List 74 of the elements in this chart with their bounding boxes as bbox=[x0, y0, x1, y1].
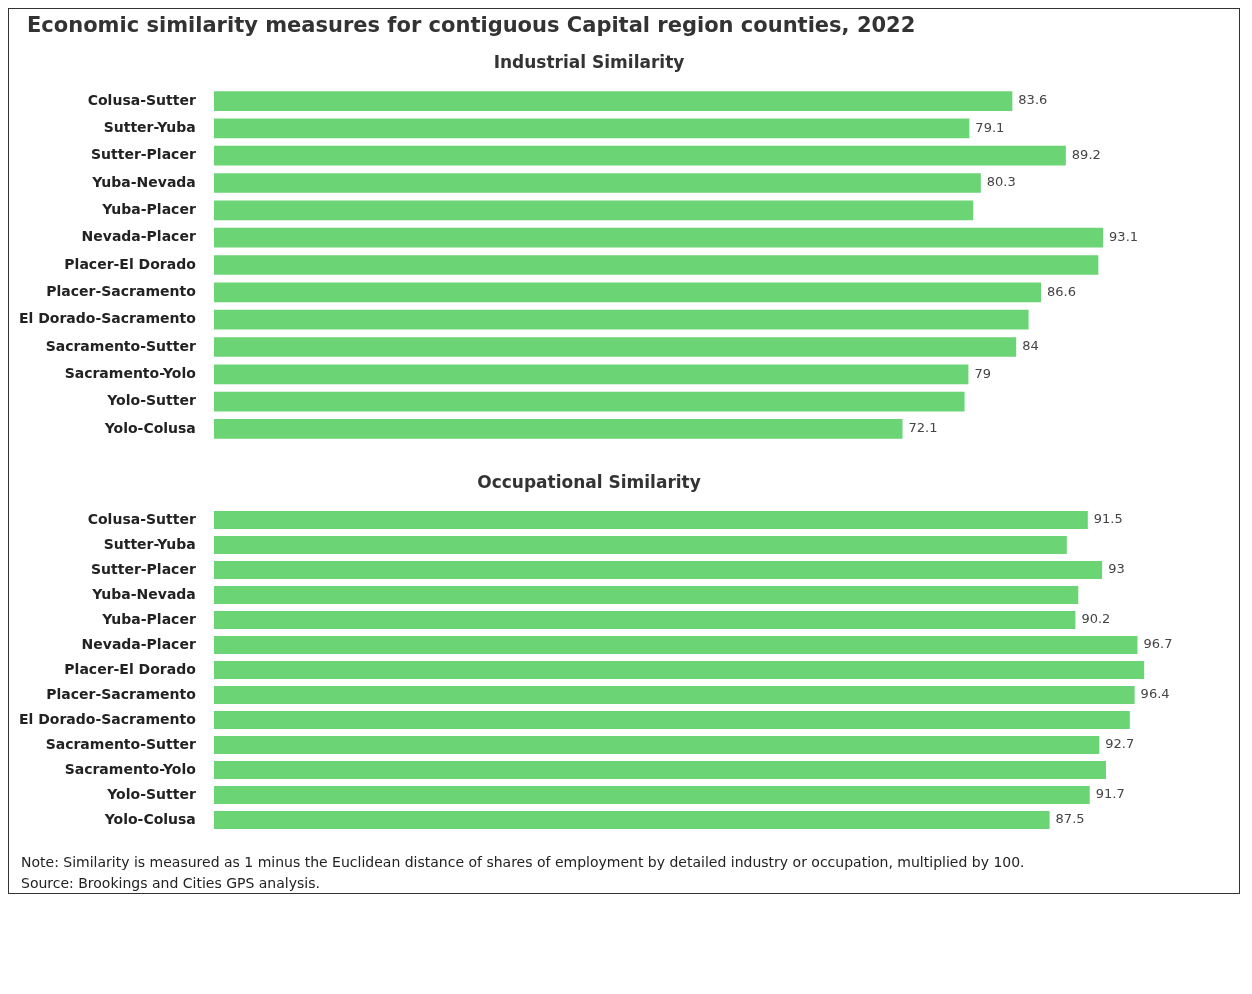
y-tick-label: Placer-El Dorado bbox=[64, 255, 197, 272]
source-note: Source: Brookings and Cities GPS analysis. bbox=[20, 874, 321, 893]
y-tick-label: Nevada-Placer bbox=[81, 635, 196, 652]
y-tick-label: Colusa-Sutter bbox=[87, 91, 196, 108]
y-tick-label: Sacramento-Sutter bbox=[45, 735, 196, 752]
y-tick-label: Sacramento-Yolo bbox=[64, 760, 197, 777]
bar bbox=[213, 786, 1090, 805]
y-tick-label: El Dorado-Sacramento bbox=[18, 310, 197, 327]
y-tick-label: Yuba-Placer bbox=[101, 610, 196, 627]
y-tick-label: Yuba-Nevada bbox=[91, 585, 196, 602]
bar bbox=[213, 364, 969, 385]
bar bbox=[213, 118, 970, 139]
chart-subtitle: Industrial Similarity bbox=[493, 51, 685, 72]
y-tick-label: Yolo-Sutter bbox=[106, 392, 196, 409]
y-tick-label: Nevada-Placer bbox=[81, 228, 196, 245]
data-label: 72.1 bbox=[908, 420, 938, 436]
bar bbox=[213, 811, 1050, 830]
y-tick-label: Sutter-Placer bbox=[90, 560, 196, 577]
bar bbox=[213, 585, 1079, 604]
y-tick-label: Placer-Sacramento bbox=[46, 685, 197, 702]
bar bbox=[213, 560, 1103, 579]
y-tick-label: Colusa-Sutter bbox=[87, 510, 196, 527]
y-tick-label: Yuba-Placer bbox=[101, 200, 196, 217]
data-label: 92.7 bbox=[1105, 736, 1135, 752]
y-tick-label: Sacramento-Yolo bbox=[64, 364, 197, 381]
bar bbox=[213, 145, 1066, 166]
data-label: 90.2 bbox=[1081, 611, 1111, 627]
bar bbox=[213, 686, 1135, 705]
data-label: 93.1 bbox=[1109, 229, 1139, 245]
data-label: 87.5 bbox=[1055, 811, 1085, 827]
bar bbox=[213, 91, 1013, 111]
data-label: 83.6 bbox=[1018, 92, 1048, 108]
y-tick-label: Yolo-Colusa bbox=[103, 810, 196, 827]
bar bbox=[213, 200, 974, 221]
data-label: 91.5 bbox=[1093, 511, 1123, 527]
bar bbox=[213, 227, 1104, 248]
bar bbox=[213, 282, 1042, 303]
y-tick-label: Yolo-Colusa bbox=[103, 419, 196, 436]
bar bbox=[213, 736, 1100, 755]
bar bbox=[213, 660, 1145, 680]
data-label: 96.7 bbox=[1143, 636, 1173, 652]
y-tick-label: Sacramento-Sutter bbox=[45, 337, 196, 354]
data-label: 93 bbox=[1108, 561, 1125, 577]
bar bbox=[213, 309, 1029, 330]
y-tick-label: Sutter-Placer bbox=[90, 146, 196, 163]
bar bbox=[213, 610, 1076, 629]
data-label: 80.3 bbox=[986, 174, 1016, 190]
y-tick-label: Sutter-Yuba bbox=[103, 535, 196, 552]
bar bbox=[213, 173, 981, 193]
bar bbox=[213, 711, 1130, 730]
y-tick-label: Sutter-Yuba bbox=[103, 119, 196, 136]
data-label: 86.6 bbox=[1047, 283, 1076, 299]
y-tick-label: Yolo-Sutter bbox=[106, 785, 196, 802]
bar bbox=[213, 419, 903, 439]
data-label: 84 bbox=[1022, 338, 1039, 354]
data-label: 79 bbox=[974, 365, 991, 381]
bar bbox=[213, 255, 1099, 275]
chart-title: Economic similarity measures for contiguous Capital region counties, 2022 bbox=[26, 12, 917, 39]
bar bbox=[213, 535, 1067, 554]
chart-title: Occupational Similarity bbox=[477, 471, 701, 492]
bar bbox=[213, 635, 1138, 654]
y-tick-label: El Dorado-Sacramento bbox=[18, 710, 197, 727]
y-tick-label: Placer-Sacramento bbox=[46, 282, 197, 299]
bar bbox=[213, 337, 1017, 357]
y-tick-label: Yuba-Nevada bbox=[91, 173, 196, 190]
bar bbox=[213, 391, 965, 412]
bar bbox=[213, 761, 1106, 780]
data-label: 96.4 bbox=[1140, 686, 1170, 702]
text: Note: Similarity is measured as 1 minus the Euclidean distance of shares of employment by detailed industry or occupation, multiplied by 100. bbox=[20, 853, 1026, 872]
bar bbox=[213, 510, 1088, 529]
data-label: 91.7 bbox=[1095, 786, 1125, 802]
y-tick-label: Placer-El Dorado bbox=[64, 660, 197, 677]
data-label: 79.1 bbox=[975, 119, 1005, 135]
data-label: 89.2 bbox=[1071, 147, 1101, 163]
